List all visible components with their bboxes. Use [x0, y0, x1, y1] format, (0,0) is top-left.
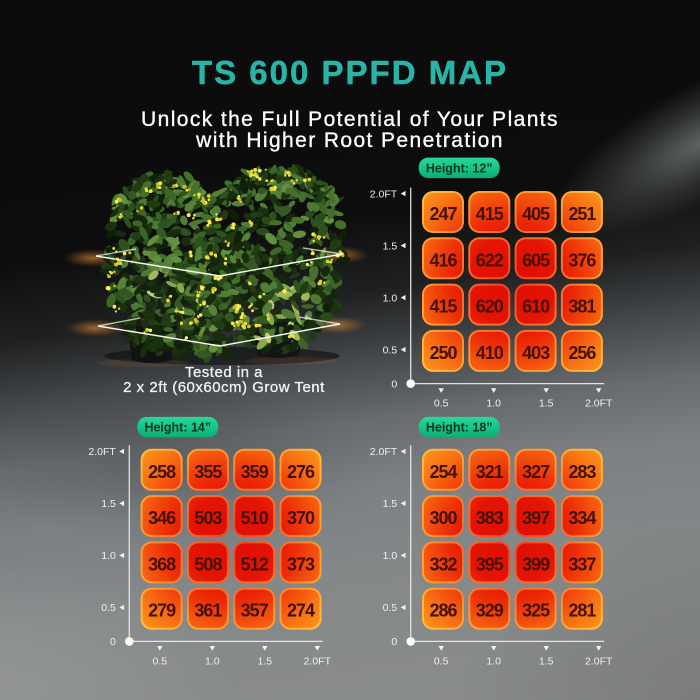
svg-text:355: 355 — [194, 462, 222, 482]
svg-text:0.5: 0.5 — [434, 655, 449, 667]
svg-text:258: 258 — [148, 462, 176, 482]
svg-text:399: 399 — [522, 554, 550, 574]
svg-text:1.5: 1.5 — [101, 498, 116, 510]
svg-text:300: 300 — [429, 508, 457, 528]
svg-text:620: 620 — [476, 297, 504, 317]
svg-text:381: 381 — [568, 297, 596, 317]
svg-text:279: 279 — [148, 601, 176, 621]
svg-text:0.5: 0.5 — [383, 602, 398, 614]
svg-text:2.0FT: 2.0FT — [370, 188, 398, 200]
svg-text:1.0: 1.0 — [101, 550, 116, 562]
svg-text:605: 605 — [522, 250, 550, 270]
svg-text:359: 359 — [241, 462, 269, 482]
svg-text:321: 321 — [476, 462, 504, 482]
svg-text:383: 383 — [476, 508, 504, 528]
svg-text:1.5: 1.5 — [257, 655, 272, 667]
svg-text:1.5: 1.5 — [383, 498, 398, 510]
svg-text:327: 327 — [522, 462, 550, 482]
svg-text:251: 251 — [568, 204, 596, 224]
svg-text:357: 357 — [241, 601, 269, 621]
svg-text:334: 334 — [568, 508, 596, 528]
svg-text:403: 403 — [522, 343, 550, 363]
svg-text:395: 395 — [476, 554, 504, 574]
svg-text:0: 0 — [391, 378, 397, 390]
svg-text:397: 397 — [522, 508, 550, 528]
svg-text:510: 510 — [241, 508, 269, 528]
svg-text:1.5: 1.5 — [539, 398, 554, 410]
svg-text:415: 415 — [476, 204, 504, 224]
svg-text:1.0: 1.0 — [486, 398, 501, 410]
svg-text:416: 416 — [429, 250, 457, 270]
svg-text:247: 247 — [429, 204, 457, 224]
svg-text:250: 250 — [429, 343, 457, 363]
svg-text:346: 346 — [148, 508, 176, 528]
svg-text:2.0FT: 2.0FT — [585, 655, 613, 667]
svg-text:286: 286 — [429, 601, 457, 621]
svg-text:Height: 14”: Height: 14” — [144, 421, 211, 435]
svg-text:410: 410 — [476, 343, 504, 363]
svg-text:361: 361 — [194, 601, 222, 621]
svg-text:376: 376 — [568, 250, 596, 270]
svg-text:0: 0 — [110, 636, 116, 648]
svg-text:0.5: 0.5 — [434, 398, 449, 410]
svg-text:2.0FT: 2.0FT — [370, 446, 398, 458]
svg-text:610: 610 — [522, 297, 550, 317]
svg-text:283: 283 — [568, 462, 596, 482]
svg-text:Height: 12”: Height: 12” — [426, 161, 493, 175]
svg-text:1.0: 1.0 — [205, 655, 220, 667]
svg-text:Height: 18”: Height: 18” — [426, 421, 493, 435]
svg-text:508: 508 — [194, 554, 222, 574]
svg-text:503: 503 — [194, 508, 222, 528]
svg-text:370: 370 — [287, 508, 315, 528]
svg-text:1.5: 1.5 — [539, 655, 554, 667]
svg-text:0.5: 0.5 — [152, 655, 167, 667]
svg-text:274: 274 — [287, 601, 315, 621]
svg-text:2.0FT: 2.0FT — [585, 398, 613, 410]
svg-text:373: 373 — [287, 554, 315, 574]
svg-text:0.5: 0.5 — [383, 344, 398, 356]
svg-text:405: 405 — [522, 204, 550, 224]
svg-text:622: 622 — [476, 250, 504, 270]
svg-text:1.0: 1.0 — [486, 655, 501, 667]
svg-text:325: 325 — [522, 601, 550, 621]
svg-text:1.0: 1.0 — [383, 550, 398, 562]
svg-text:415: 415 — [429, 297, 457, 317]
svg-text:512: 512 — [241, 554, 269, 574]
svg-text:329: 329 — [476, 601, 504, 621]
svg-text:0: 0 — [391, 636, 397, 648]
svg-text:332: 332 — [429, 554, 457, 574]
svg-text:281: 281 — [568, 601, 596, 621]
svg-text:254: 254 — [429, 462, 457, 482]
svg-text:1.5: 1.5 — [383, 240, 398, 252]
svg-text:2.0FT: 2.0FT — [88, 446, 116, 458]
svg-text:0.5: 0.5 — [101, 602, 116, 614]
svg-text:337: 337 — [568, 554, 596, 574]
svg-text:368: 368 — [148, 554, 176, 574]
svg-text:256: 256 — [568, 343, 596, 363]
svg-text:1.0: 1.0 — [383, 292, 398, 304]
svg-text:2.0FT: 2.0FT — [304, 655, 332, 667]
svg-text:276: 276 — [287, 462, 315, 482]
